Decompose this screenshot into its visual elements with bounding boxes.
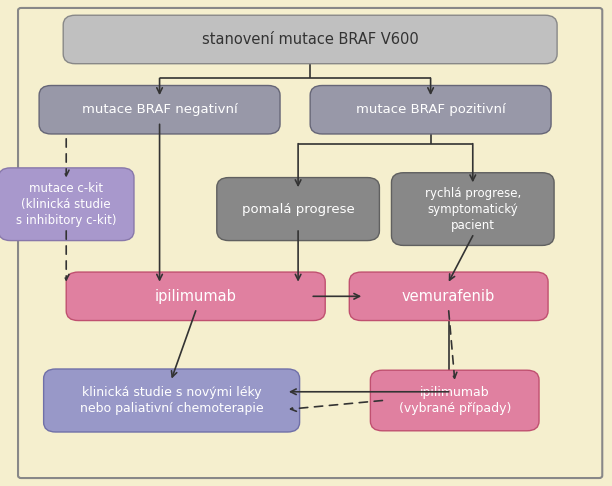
FancyBboxPatch shape [0,168,134,241]
FancyBboxPatch shape [39,86,280,134]
FancyBboxPatch shape [43,369,300,432]
Text: mutace c-kit
(klinická studie
s inhibitory c-kit): mutace c-kit (klinická studie s inhibito… [16,182,116,227]
Text: mutace BRAF pozitivní: mutace BRAF pozitivní [356,103,506,116]
Text: stanovení mutace BRAF V600: stanovení mutace BRAF V600 [202,32,419,47]
FancyBboxPatch shape [63,15,557,64]
FancyBboxPatch shape [66,272,325,321]
Text: pomalá progrese: pomalá progrese [242,203,354,216]
Text: ipilimumab: ipilimumab [155,289,237,304]
Text: klinická studie s novými léky
nebo paliativní chemoterapie: klinická studie s novými léky nebo palia… [80,386,263,415]
Text: mutace BRAF negativní: mutace BRAF negativní [81,103,237,116]
Text: vemurafenib: vemurafenib [402,289,495,304]
Text: ipilimumab
(vybrané případy): ipilimumab (vybrané případy) [398,386,511,415]
FancyBboxPatch shape [392,173,554,245]
FancyBboxPatch shape [217,177,379,241]
FancyBboxPatch shape [349,272,548,321]
FancyBboxPatch shape [310,86,551,134]
FancyBboxPatch shape [370,370,539,431]
Text: rychlá progrese,
symptomatický
pacient: rychlá progrese, symptomatický pacient [425,187,521,231]
